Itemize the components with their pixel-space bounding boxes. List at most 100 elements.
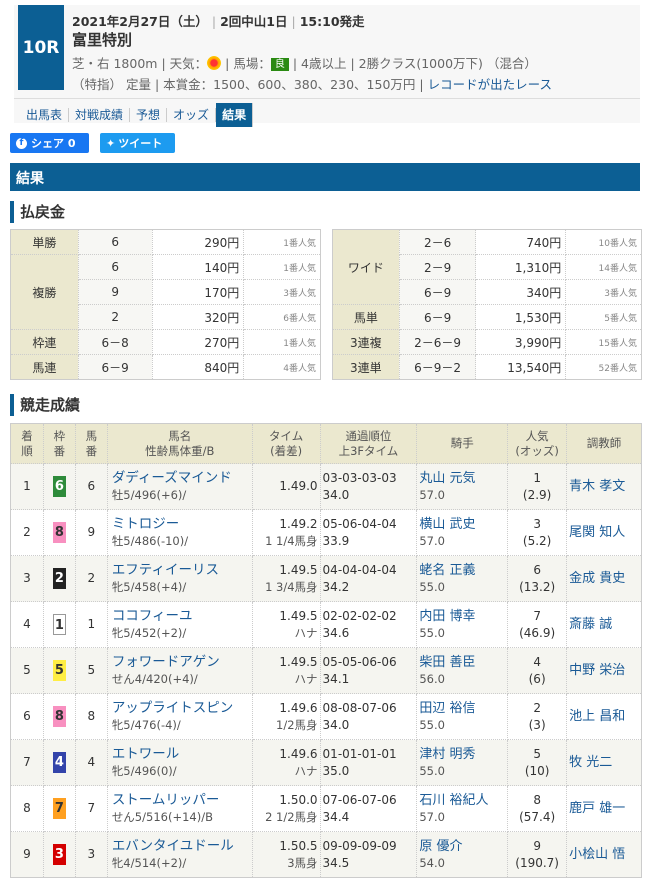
payout-type: 馬単 bbox=[332, 304, 400, 330]
last-3f: 35.0 bbox=[322, 763, 350, 778]
tab-head-to-head[interactable]: 対戦成績 bbox=[69, 108, 131, 122]
jockey-link[interactable]: 柴田 善臣 bbox=[419, 654, 476, 670]
facebook-share-button[interactable]: f シェア 0 bbox=[10, 133, 89, 153]
margin: ハナ bbox=[294, 625, 318, 640]
trainer-link[interactable]: 金成 貴史 bbox=[569, 571, 626, 586]
results-table: 着順枠番馬番馬名 性齢馬体重/B タイム (着差) 通過順位 上3Fタイム 騎手 人気 (オッズ… bbox=[10, 423, 642, 878]
race-class: 2勝クラス(1000万下) （混合） bbox=[358, 56, 537, 71]
margin: 1 3/4馬身 bbox=[265, 579, 318, 594]
passing-order: 07-06-07-06 bbox=[322, 792, 397, 807]
weather-label: 天気： bbox=[169, 56, 208, 71]
payout-type: 3連複 bbox=[332, 329, 400, 355]
tab-results[interactable]: 結果 bbox=[216, 103, 254, 127]
race-nav: 出馬表 対戦成績 予想 オッズ 結果 bbox=[20, 103, 254, 127]
carried-weight: 57.0 bbox=[419, 809, 445, 824]
horse-name-link[interactable]: エバンタイユドール bbox=[111, 837, 234, 854]
popularity-cell: 8 (57.4) bbox=[507, 785, 568, 832]
column-header-label: 番 bbox=[85, 443, 98, 458]
frame-number-badge: 7 bbox=[52, 798, 66, 819]
trainer-cell: 鹿戸 雄一 bbox=[566, 785, 642, 832]
trainer-link[interactable]: 池上 昌和 bbox=[569, 709, 626, 724]
horse-info: 牝5/458(+4)/ bbox=[111, 579, 187, 594]
popularity: 4 bbox=[533, 654, 541, 669]
popularity-cell: 6 (13.2) bbox=[507, 555, 568, 602]
passing-order: 05-06-04-04 bbox=[322, 516, 397, 531]
trainer-link[interactable]: 鹿戸 雄一 bbox=[569, 801, 626, 816]
tweet-button[interactable]: ✦ ツイート bbox=[100, 133, 175, 153]
payout-type: 3連単 bbox=[332, 354, 400, 380]
sun-icon bbox=[207, 56, 222, 70]
horse-name-link[interactable]: ココフィーユ bbox=[111, 607, 193, 624]
tab-odds[interactable]: オッズ bbox=[167, 108, 217, 122]
payout-type: 枠連 bbox=[10, 329, 79, 355]
race-meeting: 2回中山1日 bbox=[220, 14, 288, 29]
frame-number-badge: 6 bbox=[52, 476, 66, 497]
jockey-link[interactable]: 田辺 裕信 bbox=[419, 700, 476, 716]
tab-prediction[interactable]: 予想 bbox=[130, 108, 168, 122]
jockey-link[interactable]: 内田 博幸 bbox=[419, 608, 476, 624]
odds: (57.4) bbox=[519, 809, 556, 824]
horse-name-link[interactable]: フォワードアゲン bbox=[111, 653, 220, 670]
trainer-link[interactable]: 牧 光二 bbox=[569, 755, 613, 770]
payout-type: ワイド bbox=[332, 229, 400, 305]
popularity: 2 bbox=[533, 700, 541, 715]
payout-row: 枠連 6－8 270円 1番人気 bbox=[10, 329, 321, 355]
horse-name-link[interactable]: ダディーズマインド bbox=[111, 469, 232, 486]
trainer-link[interactable]: 小桧山 悟 bbox=[569, 847, 626, 862]
jockey-link[interactable]: 石川 裕紀人 bbox=[419, 792, 489, 808]
horse-name-link[interactable]: ストームリッパー bbox=[111, 791, 220, 808]
margin: 1 1/4馬身 bbox=[265, 533, 318, 548]
payout-popularity: 1番人気 bbox=[243, 254, 321, 280]
horse-number: 6 bbox=[74, 463, 108, 510]
jockey-link[interactable]: 原 優介 bbox=[419, 838, 463, 854]
jockey-link[interactable]: 蛯名 正義 bbox=[419, 562, 476, 578]
horse-name-link[interactable]: エトワール bbox=[111, 745, 180, 762]
payout-popularity: 6番人気 bbox=[243, 304, 321, 330]
column-header-label: 調教師 bbox=[586, 436, 622, 450]
passing-order: 09-09-09-09 bbox=[322, 838, 397, 853]
time-cell: 1.49.5 ハナ bbox=[251, 601, 321, 648]
trainer-link[interactable]: 斎藤 誠 bbox=[569, 617, 613, 632]
jockey-link[interactable]: 丸山 元気 bbox=[419, 470, 476, 486]
payout-table-right: ワイド 2－6 740円 10番人気 2－9 1,310円 14番人気 6－9 340円 3番人気… bbox=[332, 229, 642, 380]
time-cell: 1.50.5 3馬身 bbox=[251, 831, 321, 878]
horse-name-link[interactable]: エフティイーリス bbox=[111, 561, 220, 578]
finish-rank: 3 bbox=[10, 555, 44, 602]
horse-name-link[interactable]: アップライトスピン bbox=[111, 699, 234, 716]
payout-numbers: 6－9 bbox=[398, 279, 477, 305]
last-3f: 34.6 bbox=[322, 625, 350, 640]
trainer-link[interactable]: 中野 栄治 bbox=[569, 663, 626, 678]
last-3f: 34.4 bbox=[322, 809, 350, 824]
trainer-link[interactable]: 青木 孝文 bbox=[569, 479, 626, 494]
trainer-link[interactable]: 尾関 知人 bbox=[569, 525, 626, 540]
popularity-cell: 9 (190.7) bbox=[507, 831, 568, 878]
payout-numbers: 6 bbox=[77, 229, 153, 255]
payout-popularity: 15番人気 bbox=[565, 329, 642, 355]
horse-info: せん4/420(+4)/ bbox=[111, 671, 198, 686]
payout-row: 3連単 6－9－2 13,540円 52番人気 bbox=[332, 354, 642, 380]
payout-numbers: 9 bbox=[77, 279, 153, 305]
frame-cell: 4 bbox=[42, 739, 76, 786]
carried-weight: 55.0 bbox=[419, 717, 445, 732]
payout-numbers: 6－9 bbox=[398, 304, 477, 330]
jockey-cell: 横山 武史 57.0 bbox=[416, 509, 509, 556]
age: 4歳以上 bbox=[301, 56, 347, 71]
column-header: 通過順位 上3Fタイム bbox=[319, 423, 418, 464]
passing-order: 03-03-03-03 bbox=[322, 470, 397, 485]
finish-time: 1.49.5 bbox=[279, 562, 318, 577]
jockey-link[interactable]: 横山 武史 bbox=[419, 516, 476, 532]
post-time: 15:10発走 bbox=[299, 14, 365, 29]
record-link[interactable]: レコードが出たレース bbox=[427, 77, 552, 92]
frame-cell: 2 bbox=[42, 555, 76, 602]
race-date-line: 2021年2月27日（土） | 2回中山1日 | 15:10発走 bbox=[72, 14, 365, 29]
horse-info: 牝5/496(0)/ bbox=[111, 763, 177, 778]
finish-rank: 4 bbox=[10, 601, 44, 648]
jockey-cell: 柴田 善臣 56.0 bbox=[416, 647, 509, 694]
jockey-link[interactable]: 津村 明秀 bbox=[419, 746, 476, 762]
frame-number-badge: 2 bbox=[52, 568, 66, 589]
result-row: 6 8 8 アップライトスピン 牝5/476(-4)/1.49.6 1/2馬身 08-08-… bbox=[10, 693, 642, 740]
horse-cell: ココフィーユ 牝5/452(+2)/ bbox=[106, 601, 253, 648]
tab-entries[interactable]: 出馬表 bbox=[20, 108, 70, 122]
frame-number-badge: 5 bbox=[52, 660, 66, 681]
horse-name-link[interactable]: ミトロジー bbox=[111, 515, 180, 532]
